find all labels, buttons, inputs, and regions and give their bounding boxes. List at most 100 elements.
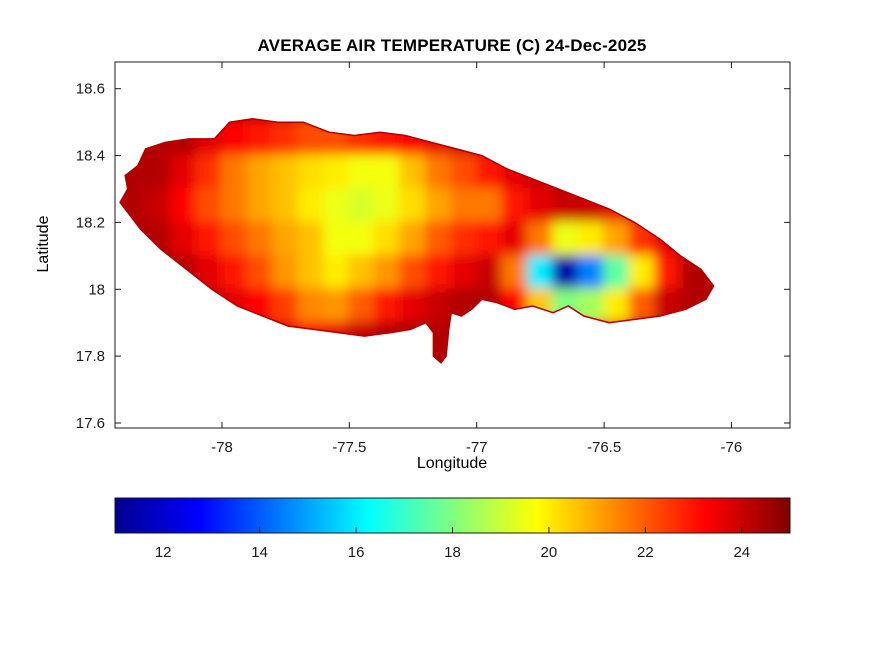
heatmap-cell — [552, 389, 580, 424]
heatmap-cell — [221, 118, 249, 124]
heatmap-cell — [577, 118, 606, 124]
y-tick-label: 18.4 — [76, 148, 105, 165]
heatmap-cell — [526, 188, 555, 224]
heatmap-cell — [373, 254, 402, 291]
heatmap-cell — [603, 288, 631, 324]
heatmap-cell — [246, 254, 274, 291]
heatmap-cell — [144, 355, 173, 363]
heatmap-cell — [246, 221, 274, 257]
heatmap-cell — [348, 321, 376, 358]
heatmap-cell — [577, 355, 606, 363]
heatmap-cell — [195, 118, 223, 124]
heatmap-cell — [450, 355, 478, 363]
heatmap-cell — [450, 321, 478, 358]
heatmap-cell — [424, 154, 453, 190]
axes-box — [114, 61, 791, 429]
heatmap-cell — [221, 321, 249, 358]
heatmap-cell — [424, 254, 453, 291]
heatmap-cell — [246, 321, 274, 358]
heatmap-cell — [475, 254, 504, 291]
heatmap-cell — [476, 389, 504, 424]
heatmap-cell — [501, 188, 529, 224]
heatmap-cell — [475, 188, 504, 224]
heatmap-cell — [297, 288, 325, 324]
heatmap-cell — [348, 254, 376, 291]
colorbar-tick-label: 22 — [637, 544, 654, 561]
heatmap-cell — [144, 154, 173, 190]
heatmap-cell — [450, 389, 478, 424]
heatmap-cell — [603, 321, 631, 358]
y-tick-label: 18 — [88, 281, 105, 298]
heatmap-cell — [348, 118, 376, 124]
heatmap-cell — [246, 121, 274, 157]
heatmap-cell — [399, 121, 427, 157]
heatmap-cell — [552, 254, 580, 291]
heatmap-cell — [399, 321, 427, 358]
heatmap-cell — [120, 121, 147, 157]
y-tick-label: 17.6 — [76, 415, 105, 432]
heatmap-cell — [322, 321, 351, 358]
heatmap-cell — [475, 121, 504, 157]
heatmap-cell — [247, 389, 275, 424]
island-outline — [119, 118, 715, 364]
heatmap-cell — [577, 154, 606, 190]
heatmap-cell — [120, 254, 147, 291]
heatmap-cell — [654, 288, 682, 324]
heatmap-cell — [679, 221, 707, 257]
heatmap-cell — [246, 188, 274, 224]
heatmap-cell — [221, 188, 249, 224]
x-tick-label: -76.5 — [587, 439, 621, 456]
colorbar-tick-label: 18 — [444, 544, 461, 561]
heatmap-cell — [704, 118, 714, 124]
heatmap-cell — [628, 154, 656, 190]
heatmap-cell — [297, 154, 325, 190]
heatmap-cell — [348, 221, 376, 257]
heatmap-cell — [654, 121, 682, 157]
heatmap-cell — [399, 288, 427, 324]
heatmap-cell — [144, 121, 173, 157]
heatmap-cell — [170, 154, 198, 190]
heatmap-cell — [120, 321, 147, 358]
heatmap-cell — [526, 355, 555, 363]
heatmap-cell — [475, 321, 504, 358]
heatmap-cell — [373, 221, 402, 257]
heatmap-cell — [120, 118, 147, 124]
heatmap-cell — [704, 254, 714, 291]
heatmap-cell — [704, 355, 714, 363]
heatmap-cell — [552, 188, 580, 224]
heatmap-cell — [246, 355, 274, 363]
heatmap-cell — [221, 389, 249, 424]
heatmap-cell — [297, 254, 325, 291]
heatmap-cell — [654, 355, 682, 363]
heatmap-cell — [348, 355, 376, 363]
heatmap-cell — [577, 254, 606, 291]
heatmap-cell — [246, 118, 274, 124]
heatmap-cell — [424, 188, 453, 224]
heatmap-cell — [628, 254, 656, 291]
heatmap-cell — [221, 221, 249, 257]
heatmap-cell — [679, 118, 707, 124]
heatmap-cell — [577, 121, 606, 157]
heatmap-cell — [170, 188, 198, 224]
heatmap-cell — [322, 355, 351, 363]
heatmap-cell — [373, 288, 402, 324]
heatmap-cell — [704, 321, 714, 358]
colorbar-tick-label: 16 — [348, 544, 365, 561]
heatmap-cell — [348, 389, 376, 424]
heatmap-cell — [629, 389, 657, 424]
heatmap-cell — [221, 355, 249, 363]
heatmap-cell — [373, 188, 402, 224]
heatmap-cell — [322, 121, 351, 157]
heatmap-cell — [501, 118, 529, 124]
heatmap-cell — [144, 288, 173, 324]
heatmap-cell — [603, 389, 631, 424]
heatmap-cell — [271, 288, 300, 324]
x-tick-label: -78 — [211, 439, 233, 456]
heatmap-cell — [272, 389, 300, 424]
heatmap-cell — [322, 254, 351, 291]
colorbar-tick-label: 12 — [155, 544, 172, 561]
heatmap-cell — [450, 221, 478, 257]
heatmap-cell — [144, 188, 173, 224]
heatmap-cell — [628, 355, 656, 363]
